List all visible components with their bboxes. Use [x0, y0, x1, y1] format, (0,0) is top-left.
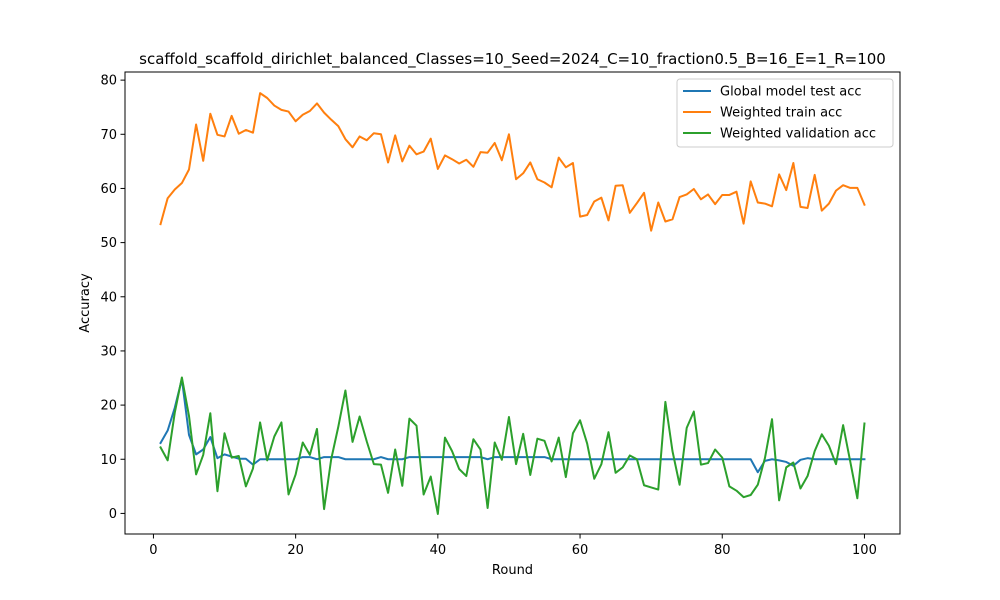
x-axis: 0 20 40 60 80 100 [149, 534, 877, 558]
x-tick-label: 40 [430, 543, 447, 558]
plot-frame [124, 71, 901, 535]
x-axis-label: Round [492, 563, 533, 578]
y-tick-label: 20 [100, 399, 117, 414]
y-tick-label: 60 [100, 182, 117, 197]
x-tick-label: 100 [852, 543, 877, 558]
y-axis-label: Accuracy [78, 273, 93, 333]
x-tick-label: 60 [572, 543, 589, 558]
legend-label-3: Weighted validation acc [720, 127, 876, 142]
y-tick-label: 0 [109, 507, 117, 522]
x-tick-label: 0 [149, 543, 157, 558]
legend-box [676, 78, 894, 148]
y-tick-label: 40 [100, 290, 117, 305]
y-tick-label: 80 [100, 74, 117, 89]
series-line-3 [159, 376, 866, 515]
y-axis: 0 10 20 30 40 50 60 70 80 [100, 74, 125, 522]
legend-label-2: Weighted train acc [720, 106, 842, 121]
chart-title: scaffold_scaffold_dirichlet_balanced_Cla… [139, 50, 886, 69]
x-tick-label: 20 [287, 543, 304, 558]
y-tick-label: 70 [100, 128, 117, 143]
series-line-1 [159, 378, 866, 474]
series-layer [159, 92, 866, 515]
y-tick-label: 10 [100, 453, 117, 468]
y-tick-label: 30 [100, 344, 117, 359]
y-tick-label: 50 [100, 236, 117, 251]
legend-label-1: Global model test acc [720, 85, 862, 100]
series-line-2 [159, 92, 866, 232]
x-tick-label: 80 [714, 543, 731, 558]
legend: Global model test acc Weighted train acc W… [676, 78, 894, 148]
